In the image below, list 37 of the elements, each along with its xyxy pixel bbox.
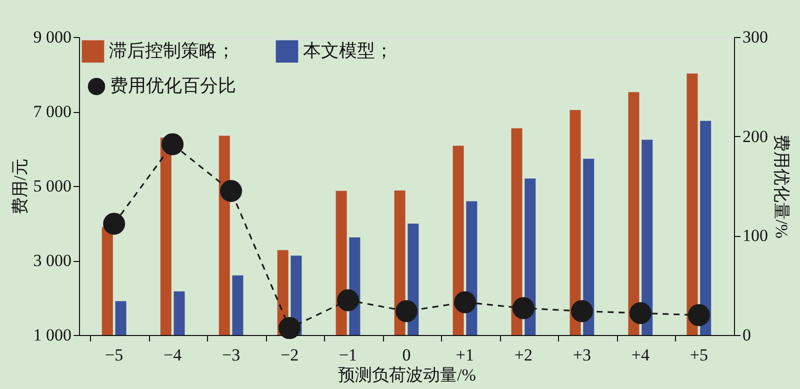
y-axis-title: 费用/元: [10, 158, 30, 214]
legend-label: 费用优化百分比: [110, 76, 236, 96]
y2-tick-label: 300: [742, 28, 768, 46]
y2-tick-label: 0: [742, 326, 751, 344]
y2-tick-label: 100: [742, 226, 768, 246]
point: [512, 297, 534, 320]
x-tick-label: +1: [456, 346, 474, 364]
point: [570, 300, 593, 322]
x-tick-label: +2: [514, 346, 533, 364]
point: [396, 300, 418, 322]
point: [103, 212, 126, 235]
y-tick-label: 1 000: [33, 326, 72, 344]
point: [454, 291, 476, 314]
point: [629, 302, 652, 324]
y2-axis-title: 费用优化量/%: [772, 134, 791, 238]
legend-label: 滞后控制策略；: [109, 40, 235, 60]
x-tick-label: −1: [338, 346, 358, 364]
x-axis-title: 预测负荷波动量/%: [338, 366, 476, 384]
legend-label: 本文模型；: [303, 40, 393, 60]
x-tick-label: +5: [690, 346, 708, 364]
point: [337, 289, 360, 312]
point: [220, 180, 242, 202]
point: [162, 133, 184, 156]
y-tick-label: 3 000: [33, 251, 72, 270]
point: [278, 317, 301, 340]
x-tick-label: −2: [280, 346, 299, 364]
x-tick-label: 0: [402, 346, 411, 364]
point: [688, 304, 710, 326]
y2-tick-label: 200: [742, 126, 768, 146]
x-tick-label: +4: [631, 346, 650, 364]
x-tick-label: +3: [572, 346, 591, 364]
x-tick-label: −4: [164, 346, 182, 364]
x-tick-label: −5: [105, 346, 124, 364]
x-tick-label: −3: [222, 346, 240, 364]
y-tick-label: 7 000: [33, 102, 72, 121]
y-tick-label: 9 000: [33, 28, 72, 46]
y-tick-label: 5 000: [33, 176, 72, 196]
